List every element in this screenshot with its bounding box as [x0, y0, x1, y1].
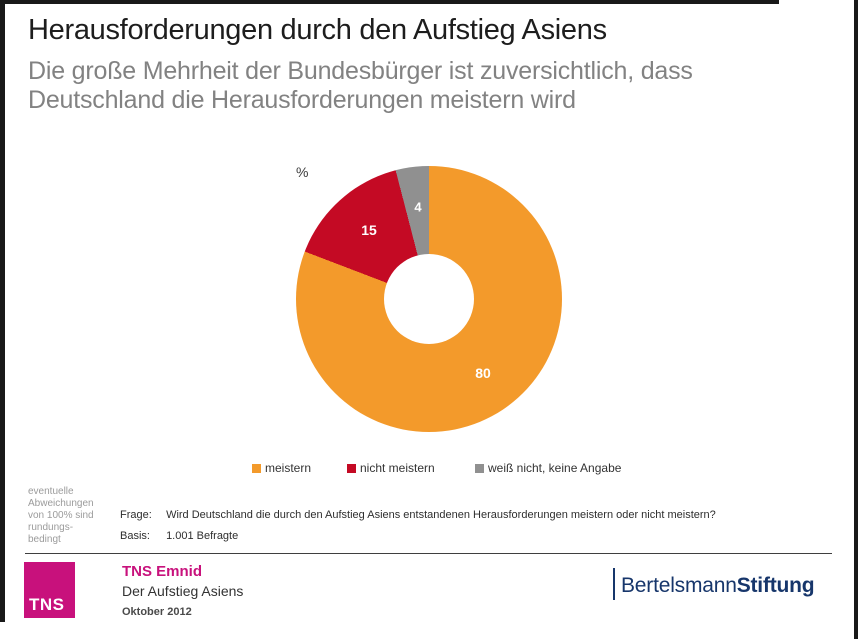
legend-label-nicht-meistern: nicht meistern [360, 461, 435, 475]
footer-org-name: TNS Emnid [122, 563, 203, 580]
donut-chart-hole [384, 254, 474, 344]
basis-label: Basis: [120, 530, 150, 542]
percent-axis-label: % [296, 164, 309, 180]
bertelsmann-logo-text: BertelsmannStiftung [621, 574, 815, 598]
footer-date: Oktober 2012 [122, 606, 192, 618]
bertelsmann-suffix: Stiftung [736, 574, 815, 597]
basis-text: 1.001 Befragte [166, 530, 239, 542]
legend-label-weiss-nicht: weiß nicht, keine Angabe [488, 461, 622, 475]
tns-logo: TNS [24, 562, 75, 618]
legend-item-meistern: meistern [252, 461, 311, 475]
slice-value-meistern: 80 [475, 365, 491, 381]
page-title: Herausforderungen durch den Aufstieg Asi… [28, 14, 607, 46]
slice-value-nicht-meistern: 15 [361, 222, 377, 238]
legend-swatch-red [347, 463, 356, 473]
rounding-note-line: von 100% sind [28, 510, 94, 521]
question-row: Frage: Wird Deutschland die durch den Au… [120, 509, 716, 521]
question-label: Frage: [120, 509, 152, 521]
subtitle-line-1: Die große Mehrheit der Bundesbürger ist … [28, 57, 693, 85]
bertelsmann-stiftung-logo: BertelsmannStiftung [613, 568, 815, 600]
legend-swatch-orange [252, 463, 261, 473]
bertelsmann-logo-bar [613, 568, 615, 600]
bertelsmann-name: Bertelsmann [621, 574, 737, 597]
subtitle-line-2: Deutschland die Herausforderungen meiste… [28, 86, 576, 114]
question-text: Wird Deutschland die durch den Aufstieg … [166, 509, 716, 521]
legend-item-nicht-meistern: nicht meistern [347, 461, 435, 475]
basis-row: Basis: 1.001 Befragte [120, 530, 238, 542]
window-frame-right [854, 0, 858, 639]
rounding-note-line: rundungs- [28, 522, 74, 533]
legend-swatch-gray [475, 463, 484, 473]
slice-value-weiss-nicht: 4 [414, 199, 422, 215]
legend-label-meistern: meistern [265, 461, 312, 475]
footer-study-title: Der Aufstieg Asiens [122, 583, 244, 599]
window-frame-left [0, 0, 5, 622]
rounding-note-line: bedingt [28, 534, 61, 545]
rounding-note-line: Abweichungen [28, 498, 94, 509]
rounding-note-line: eventuelle [28, 486, 74, 497]
rounding-note: eventuelle Abweichungen von 100% sind ru… [28, 486, 94, 546]
footer-divider [25, 553, 832, 554]
tns-logo-text: TNS [29, 595, 65, 614]
window-frame-top [0, 0, 779, 4]
legend-item-weiss-nicht: weiß nicht, keine Angabe [475, 461, 621, 475]
page-subtitle: Die große Mehrheit der Bundesbürger ist … [28, 57, 693, 115]
